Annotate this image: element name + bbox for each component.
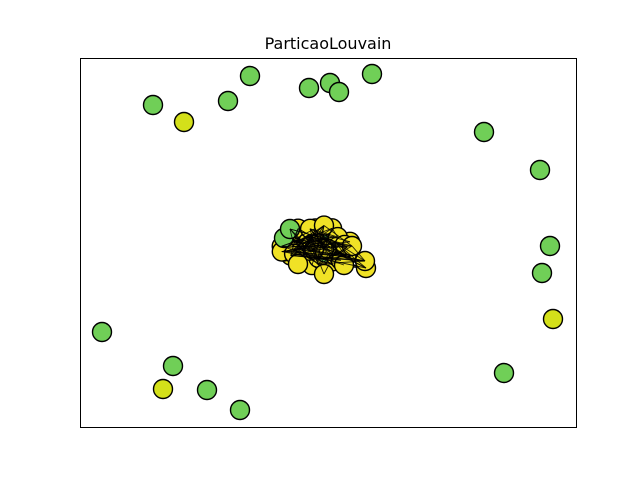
peripheral-node xyxy=(217,90,239,112)
peripheral-node xyxy=(142,94,164,116)
graph-edge xyxy=(299,251,341,261)
peripheral-node xyxy=(239,65,261,87)
peripheral-nodes xyxy=(91,63,564,421)
axes-frame xyxy=(80,58,577,428)
cluster-node xyxy=(287,253,309,275)
figure-title: ParticaoLouvain xyxy=(265,34,392,53)
graph-edge xyxy=(281,245,348,248)
graph-edge xyxy=(306,235,367,269)
graph-edge xyxy=(309,228,338,238)
peripheral-node xyxy=(298,77,320,99)
graph-edge xyxy=(351,245,366,262)
peripheral-node xyxy=(493,362,515,384)
graph-edge xyxy=(290,248,325,256)
graph-edge xyxy=(296,227,333,243)
graph-edge xyxy=(292,227,316,241)
graph-edge xyxy=(323,248,336,257)
graph-edge xyxy=(323,225,353,247)
graph-edge xyxy=(290,255,366,262)
graph-edge xyxy=(281,232,320,247)
graph-edge xyxy=(297,228,347,257)
graph-edge xyxy=(295,250,319,265)
central-cluster xyxy=(271,215,377,285)
graph-edge xyxy=(305,247,321,249)
peripheral-node xyxy=(539,235,561,257)
peripheral-node xyxy=(229,399,251,421)
graph-edge xyxy=(292,239,310,252)
graph-edge xyxy=(318,244,341,265)
graph-edge xyxy=(331,228,339,238)
peripheral-node xyxy=(196,379,218,401)
graph-edge xyxy=(318,260,366,265)
peripheral-node xyxy=(173,111,195,133)
graph-edge xyxy=(318,225,325,234)
peripheral-node xyxy=(152,378,174,400)
graph-edge xyxy=(316,247,321,261)
peripheral-node xyxy=(529,159,551,181)
graph-edge xyxy=(309,228,336,243)
peripheral-node xyxy=(162,355,184,377)
graph-edge xyxy=(283,240,294,252)
peripheral-node xyxy=(328,81,350,103)
peripheral-node xyxy=(473,121,495,143)
graph-edge xyxy=(289,228,294,241)
graph-edge xyxy=(330,239,334,262)
peripheral-node xyxy=(361,63,383,85)
graph-edge xyxy=(344,244,353,247)
peripheral-node xyxy=(91,321,113,343)
peripheral-node xyxy=(531,262,553,284)
peripheral-node xyxy=(542,308,564,330)
